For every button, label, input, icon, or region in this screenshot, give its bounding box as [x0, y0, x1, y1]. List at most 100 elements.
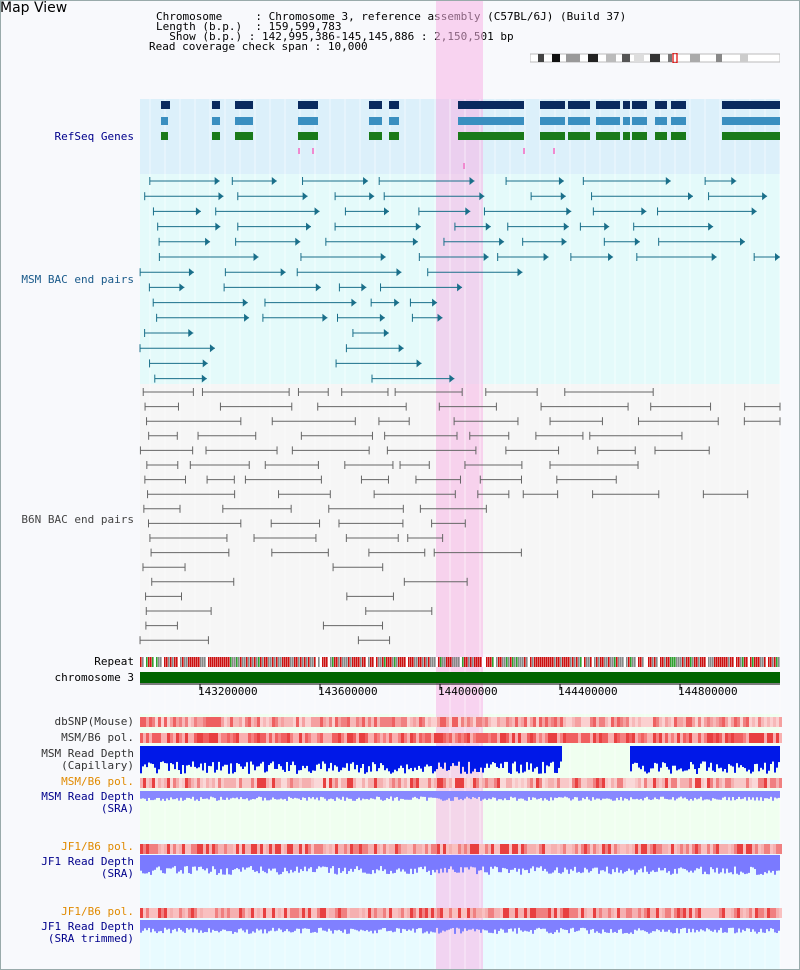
heat-cell [482, 733, 485, 743]
repeat-mark [444, 657, 446, 667]
depth-bar [712, 855, 714, 870]
depth-bar [488, 920, 490, 933]
heat-cell [599, 778, 602, 788]
depth-bar [176, 855, 178, 874]
heat-cell [644, 778, 647, 788]
depth-bar [338, 746, 340, 772]
heat-cell [647, 733, 650, 743]
heat-cell [149, 908, 152, 918]
track-label-repeat[interactable]: Repeat [94, 655, 134, 668]
depth-bar [224, 855, 226, 875]
track-label-msm-b6-pol-sra[interactable]: MSM/B6 pol. [61, 775, 134, 788]
heat-cell [764, 778, 767, 788]
heat-cell [542, 717, 545, 727]
depth-bar [408, 920, 410, 930]
heat-cell [590, 778, 593, 788]
depth-bar [408, 791, 410, 800]
depth-bar [524, 746, 526, 772]
heat-cell [458, 778, 461, 788]
depth-bar [528, 855, 530, 874]
heat-cell [230, 717, 233, 727]
depth-bar [198, 920, 200, 933]
repeat-mark [760, 657, 762, 667]
track-label-b6n-bac[interactable]: B6N BAC end pairs [21, 513, 134, 526]
gene-exon [458, 101, 524, 109]
depth-bar [214, 855, 216, 870]
depth-bar [180, 855, 182, 871]
heat-cell [461, 908, 464, 918]
depth-bar [242, 746, 244, 769]
heat-cell [368, 844, 371, 854]
repeat-mark [540, 657, 542, 667]
depth-bar [730, 920, 732, 928]
track-label-dbsnp[interactable]: dbSNP(Mouse) [54, 715, 134, 728]
depth-bar [576, 791, 578, 798]
depth-bar [184, 791, 186, 800]
repeat-mark [746, 657, 748, 667]
depth-bar [700, 746, 702, 764]
repeat-mark [754, 657, 756, 667]
depth-bar [386, 746, 388, 769]
depth-bar [760, 920, 762, 929]
heat-cell [671, 908, 674, 918]
depth-bar [446, 855, 448, 873]
track-label-jf1-depth-sra[interactable]: JF1 Read Depth [41, 855, 134, 868]
heat-cell [440, 908, 443, 918]
track-label-refseq[interactable]: RefSeq Genes [54, 130, 134, 143]
depth-bar [636, 920, 638, 931]
heat-cell [770, 844, 773, 854]
depth-bar [386, 855, 388, 874]
gene-exon [596, 117, 620, 125]
depth-bar [766, 920, 768, 930]
heat-cell [260, 717, 263, 727]
depth-bar [532, 746, 534, 772]
heat-cell [593, 844, 596, 854]
repeat-mark [356, 657, 358, 667]
heat-cell [305, 844, 308, 854]
chromosome-ideogram[interactable] [530, 53, 780, 63]
depth-bar [546, 920, 548, 932]
msm-bac-arrow [195, 207, 201, 216]
heat-cell [341, 717, 344, 727]
heat-cell [218, 778, 221, 788]
depth-bar [472, 855, 474, 868]
track-label-msm-depth-cap[interactable]: MSM Read Depth [41, 747, 134, 760]
depth-bar [548, 791, 550, 801]
depth-bar [346, 791, 348, 798]
repeat-mark [372, 657, 374, 667]
track-label-msm-depth-sra[interactable]: MSM Read Depth [41, 790, 134, 803]
heat-cell [221, 908, 224, 918]
depth-bar [240, 746, 242, 767]
depth-bar [306, 746, 308, 766]
heat-cell [509, 778, 512, 788]
heat-cell [749, 908, 752, 918]
depth-bar [558, 855, 560, 873]
heat-cell [158, 844, 161, 854]
track-label-jf1-depth-trim[interactable]: JF1 Read Depth [41, 920, 134, 933]
heat-cell [770, 908, 773, 918]
depth-bar [670, 791, 672, 800]
depth-bar [588, 791, 590, 800]
track-label-msm-bac[interactable]: MSM BAC end pairs [21, 273, 134, 286]
track-label-msm-b6-pol[interactable]: MSM/B6 pol. [61, 731, 134, 744]
heat-cell [605, 733, 608, 743]
heat-cell [503, 733, 506, 743]
depth-bar [636, 855, 638, 873]
heat-cell [305, 778, 308, 788]
depth-bar [760, 791, 762, 798]
heat-cell [572, 717, 575, 727]
track-label-chromosome[interactable]: chromosome 3 [54, 671, 134, 684]
heat-cell [584, 908, 587, 918]
repeat-mark [748, 657, 750, 667]
track-label-jf1-b6-pol-2[interactable]: JF1/B6 pol. [61, 905, 134, 918]
depth-bar [416, 855, 418, 873]
depth-bar [536, 791, 538, 800]
heat-cell [302, 733, 305, 743]
repeat-mark [596, 657, 598, 667]
depth-bar [362, 746, 364, 764]
depth-bar [508, 855, 510, 873]
track-label-jf1-b6-pol[interactable]: JF1/B6 pol. [61, 840, 134, 853]
heat-cell [488, 717, 491, 727]
heat-cell [596, 733, 599, 743]
depth-bar [172, 920, 174, 930]
